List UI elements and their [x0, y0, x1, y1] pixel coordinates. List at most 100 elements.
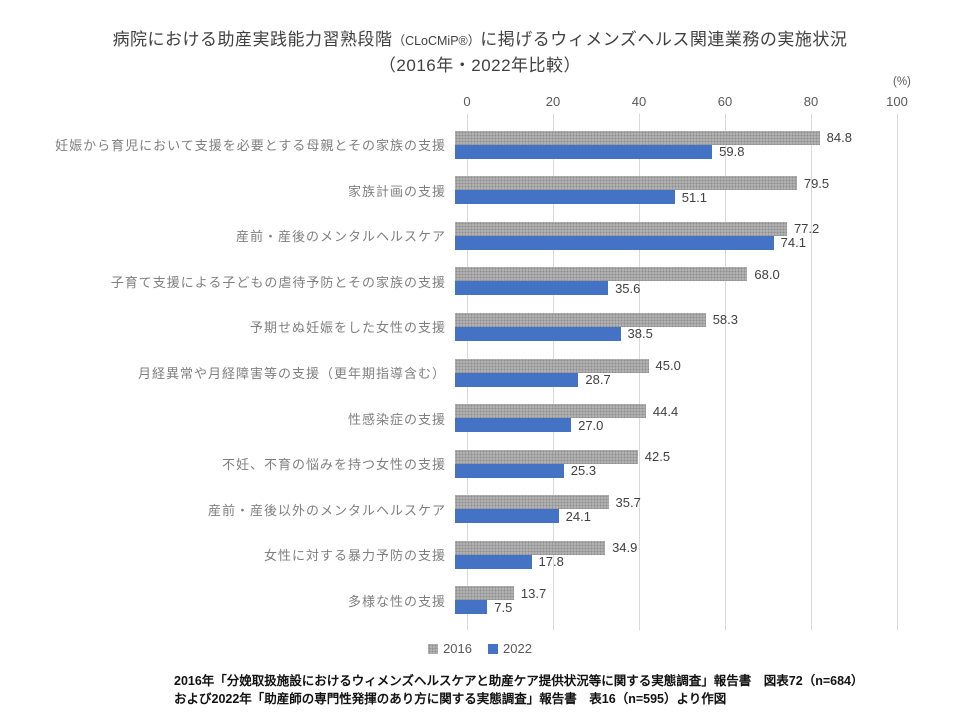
chart-row: 不妊、不育の悩みを持つ女性の支援 42.5 25.3 — [0, 441, 960, 487]
bar-group: 34.9 17.8 — [455, 532, 885, 578]
bar-group: 42.5 25.3 — [455, 441, 885, 487]
value-label-2022: 28.7 — [585, 372, 611, 387]
bar-group: 44.4 27.0 — [455, 395, 885, 441]
category-label: 性感染症の支援 — [347, 411, 446, 427]
legend-label-2022: 2022 — [503, 641, 532, 656]
category-label: 産前・産後以外のメンタルヘルスケア — [207, 502, 446, 518]
bar-2022 — [455, 144, 713, 159]
legend-item-2022: 2022 — [488, 641, 532, 656]
value-label-2022: 51.1 — [681, 189, 708, 205]
value-label-2022: 38.5 — [627, 326, 653, 342]
category-label: 妊娠から育児において支援を必要とする母親とその家族の支援 — [55, 138, 446, 154]
value-label-2022: 24.1 — [565, 508, 591, 524]
chart-row: 女性に対する暴力予防の支援 34.9 17.8 — [0, 532, 960, 578]
bar-group: 84.8 59.8 — [455, 122, 885, 168]
value-label-2022: 35.6 — [615, 280, 641, 296]
chart-row: 家族計画の支援 79.5 51.1 — [0, 168, 960, 214]
chart-title-line2: （2016年・2022年比較） — [378, 55, 582, 75]
bar-2022 — [455, 554, 532, 569]
bar-2016 — [455, 495, 609, 510]
bar-group: 13.7 7.5 — [455, 577, 885, 623]
bar-2016 — [455, 267, 748, 282]
value-label-2016: 42.5 — [644, 449, 671, 465]
value-label-2016: 58.3 — [712, 312, 738, 328]
bar-2016 — [455, 404, 646, 419]
bar-group: 68.0 35.6 — [455, 259, 885, 305]
value-label-2016: 45.0 — [655, 358, 681, 373]
value-label-2022: 27.0 — [578, 417, 604, 433]
category-label: 子育て支援による子どもの虐待予防とその家族の支援 — [110, 274, 446, 290]
category-label: 家族計画の支援 — [347, 183, 446, 199]
bar-2022 — [455, 463, 564, 478]
value-label-2022: 17.8 — [538, 554, 564, 570]
source-note: 2016年「分娩取扱施設におけるウィメンズヘルスケアと助産ケア提供状況等に関する… — [174, 673, 952, 708]
chart-title-line1: 病院における助産実践能力習熟段階（CLoCMiP®）に掲げるウィメンズヘルス関連… — [112, 30, 848, 49]
category-label: 月経異常や月経障害等の支援（更年期指導含む） — [137, 366, 446, 381]
bar-2022 — [455, 326, 621, 341]
value-label-2016: 68.0 — [754, 266, 780, 282]
source-note-line2: および2022年「助産師の専門性発揮のあり方に関する実態調査」報告書 表16（n… — [174, 691, 727, 706]
value-label-2016: 44.4 — [652, 403, 679, 419]
source-note-line1: 2016年「分娩取扱施設におけるウィメンズヘルスケアと助産ケア提供状況等に関する… — [174, 674, 864, 688]
bar-2016 — [455, 312, 706, 327]
x-axis-tick-label: 40 — [631, 94, 647, 109]
x-axis-tick-label: 100 — [886, 94, 908, 109]
value-label-2022: 25.3 — [570, 463, 597, 479]
bar-2022 — [455, 235, 774, 250]
x-axis-tick-label: 60 — [717, 94, 733, 109]
value-label-2016: 13.7 — [520, 585, 547, 601]
x-axis-tick-label: 0 — [463, 94, 471, 109]
category-label: 女性に対する暴力予防の支援 — [263, 548, 446, 564]
bar-2022 — [455, 509, 559, 524]
bar-group: 45.0 28.7 — [455, 350, 885, 396]
bar-2016 — [455, 540, 606, 555]
bar-2016 — [455, 586, 514, 601]
gridline — [810, 114, 812, 630]
value-label-2016: 77.2 — [793, 221, 820, 237]
value-label-2022: 7.5 — [494, 599, 513, 615]
clocmip-note: （CLoCMiP®） — [392, 34, 481, 48]
bar-group: 77.2 74.1 — [455, 213, 885, 259]
value-label-2016: 34.9 — [612, 540, 638, 556]
category-label: 産前・産後のメンタルヘルスケア — [235, 229, 446, 245]
chart-row: 子育て支援による子どもの虐待予防とその家族の支援 68.0 35.6 — [0, 259, 960, 305]
value-label-2016: 84.8 — [826, 130, 852, 146]
category-label: 予期せぬ妊娠をした女性の支援 — [249, 320, 446, 336]
x-axis-tick-label: 80 — [803, 94, 819, 109]
bar-2016 — [455, 449, 638, 464]
chart-row: 性感染症の支援 44.4 27.0 — [0, 395, 960, 441]
chart-row: 産前・産後のメンタルヘルスケア 77.2 74.1 — [0, 213, 960, 259]
value-label-2016: 79.5 — [803, 175, 830, 191]
chart-row: 産前・産後以外のメンタルヘルスケア 35.7 24.1 — [0, 486, 960, 532]
chart-rows: 妊娠から育児において支援を必要とする母親とその家族の支援 84.8 59.8 家族計画… — [0, 122, 960, 623]
legend: 2016 2022 — [0, 641, 960, 656]
axis-unit-label: (%) — [893, 76, 911, 88]
value-label-2022: 74.1 — [780, 235, 806, 251]
gridline — [896, 114, 898, 630]
value-label-2016: 35.7 — [615, 494, 641, 510]
category-label: 多様な性の支援 — [347, 593, 446, 609]
legend-swatch-2016-icon — [428, 643, 439, 654]
bar-2016 — [455, 130, 820, 145]
chart-title: 病院における助産実践能力習熟段階（CLoCMiP®）に掲げるウィメンズヘルス関連… — [0, 27, 960, 78]
legend-swatch-2022-icon — [488, 643, 498, 654]
legend-label-2016: 2016 — [443, 641, 472, 656]
bar-2016 — [455, 176, 797, 191]
chart-row: 月経異常や月経障害等の支援（更年期指導含む） 45.0 28.7 — [0, 350, 960, 396]
value-label-2022: 59.8 — [719, 144, 745, 160]
bar-2022 — [455, 600, 488, 615]
gridline — [724, 114, 726, 630]
bar-2022 — [455, 372, 579, 387]
x-axis: 0 20 40 60 80 100 — [463, 94, 907, 110]
category-label: 不妊、不育の悩みを持つ女性の支援 — [221, 457, 446, 473]
chart-row: 予期せぬ妊娠をした女性の支援 58.3 38.5 — [0, 304, 960, 350]
bar-2016 — [455, 358, 649, 373]
bar-2022 — [455, 281, 609, 296]
bar-2016 — [455, 221, 787, 236]
chart-row: 妊娠から育児において支援を必要とする母親とその家族の支援 84.8 59.8 — [0, 122, 960, 168]
legend-item-2016: 2016 — [428, 641, 472, 656]
chart-row: 多様な性の支援 13.7 7.5 — [0, 577, 960, 623]
bar-group: 79.5 51.1 — [455, 168, 885, 214]
bar-2022 — [455, 190, 675, 205]
